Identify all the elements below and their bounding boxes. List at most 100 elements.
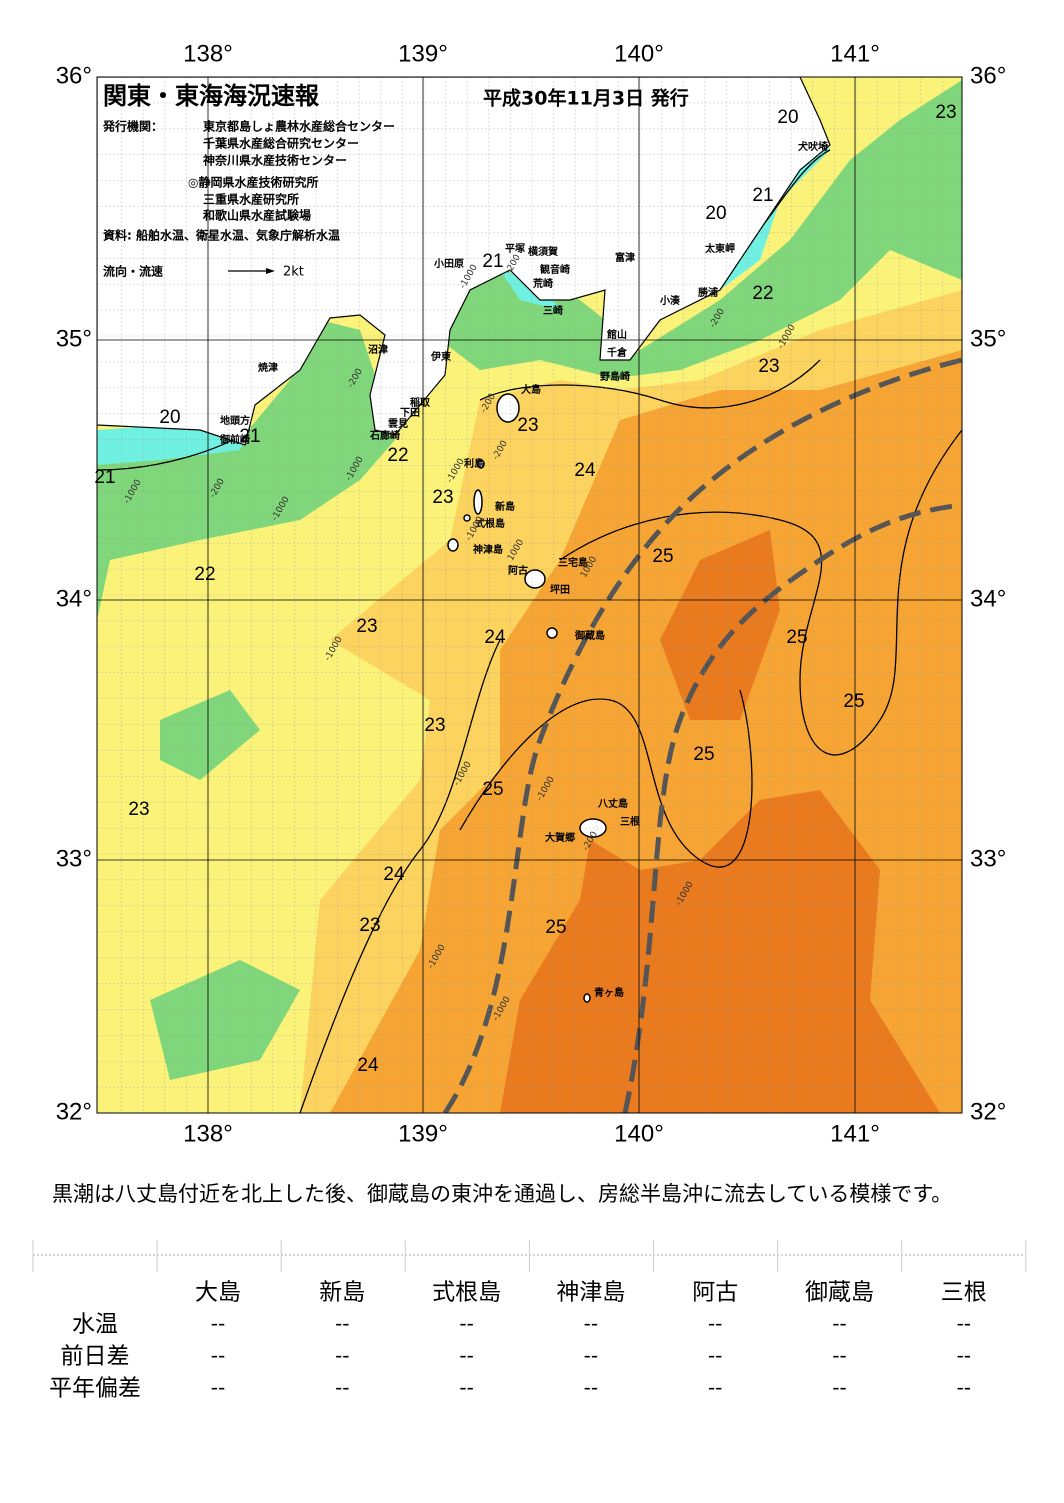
sea-temperature-map: 関東・東海海況速報 平成30年11月3日 発行 発行機関： 東京都島しょ農林水産…	[56, 40, 1007, 1147]
water-zone	[600, 80, 962, 380]
isotherm	[559, 429, 962, 756]
sources: 資料: 船舶水温、衛星水温、気象庁解析水温	[103, 228, 340, 243]
row-label: 水温	[72, 1312, 118, 1338]
column-header: 大島	[195, 1280, 241, 1306]
graticule	[97, 77, 962, 1113]
latitude-label: 33°	[970, 845, 1006, 872]
column-header: 阿古	[692, 1280, 738, 1306]
column-header: 御蔵島	[805, 1280, 874, 1306]
place-name: 雲見	[388, 418, 408, 430]
publisher-label: 発行機関：	[102, 119, 163, 134]
water-zone	[150, 960, 300, 1080]
place-name: 三根	[620, 815, 640, 828]
place-name: 小湊	[659, 294, 681, 307]
cell: --	[584, 1312, 598, 1336]
cell: --	[708, 1312, 722, 1336]
land	[97, 77, 831, 446]
kuroshio-line	[442, 357, 962, 1113]
latitude-label: 33°	[56, 845, 92, 872]
isotherm-label: 20	[705, 203, 726, 224]
cell: --	[584, 1376, 598, 1400]
longitude-label: 138°	[183, 40, 233, 67]
row-label: 平年偏差	[49, 1376, 141, 1402]
place-name: 三崎	[543, 304, 563, 317]
place-name: 下田	[400, 407, 420, 419]
cell: --	[335, 1376, 349, 1400]
cell: --	[459, 1344, 473, 1368]
place-name: 沼津	[368, 343, 388, 356]
island	[477, 459, 485, 469]
publisher: 東京都島しょ農林水産総合センター	[203, 119, 395, 134]
place-name: 富津	[615, 251, 635, 264]
isotherm-label: 23	[424, 715, 445, 736]
isotherm-label: 23	[935, 102, 956, 123]
row-label: 前日差	[61, 1344, 130, 1370]
latitude-label: 34°	[970, 585, 1006, 612]
publisher: 神奈川県水産技術センター	[203, 153, 347, 168]
isotherm-label: 21	[239, 426, 260, 447]
legend-speed: 2kt	[283, 265, 304, 280]
cell: --	[584, 1344, 598, 1368]
latitude-label: 36°	[56, 62, 92, 89]
cell: --	[708, 1344, 722, 1368]
isotherm-label: 25	[482, 779, 503, 800]
isotherm-label: 20	[777, 107, 798, 128]
place-name: 御前崎	[219, 433, 250, 446]
place-name: 地頭方	[220, 414, 250, 427]
isotherm-label: 24	[484, 627, 506, 648]
isotherm-label: 25	[786, 627, 807, 648]
place-name: 荒崎	[532, 277, 553, 290]
isotherm-label: 20	[159, 407, 180, 428]
place-name: 御蔵島	[574, 629, 605, 642]
isotherm-label: 25	[652, 546, 673, 567]
column-header: 新島	[319, 1280, 365, 1306]
cell: --	[211, 1376, 225, 1400]
isotherm-label: 23	[128, 799, 149, 820]
place-name: 千倉	[607, 346, 628, 359]
publisher: 和歌山県水産試験場	[202, 208, 311, 223]
issue-date: 平成30年11月3日 発行	[483, 87, 689, 110]
isotherm-label: 21	[94, 467, 115, 488]
place-name: 犬吠埼	[798, 140, 828, 153]
place-name: 横須賀	[528, 245, 558, 258]
isotherm-label: 23	[432, 487, 453, 508]
island	[463, 514, 471, 522]
place-name: 大賀郷	[545, 831, 575, 844]
island	[496, 393, 520, 423]
title: 関東・東海海況速報	[103, 82, 320, 110]
latitude-label: 32°	[56, 1098, 92, 1125]
isotherm-label: 22	[194, 564, 215, 585]
place-name: 観音崎	[540, 263, 570, 276]
cell: --	[832, 1344, 846, 1368]
place-name: 阿古	[508, 564, 528, 577]
water-zone	[97, 320, 395, 620]
map-area	[97, 77, 962, 1113]
column-header: 神津島	[556, 1280, 625, 1306]
cell: --	[459, 1376, 473, 1400]
longitude-label: 141°	[830, 1120, 880, 1147]
isotherm-label: 23	[356, 616, 377, 637]
isotherm	[299, 639, 501, 1113]
longitude-label: 139°	[398, 1120, 448, 1147]
isotherm-label: 22	[752, 283, 773, 304]
legend-label: 流向・流速	[103, 264, 163, 279]
place-name: 館山	[606, 328, 627, 341]
place-name: 三宅島	[558, 556, 588, 569]
place-name: 伊東	[430, 350, 451, 363]
latitude-label: 32°	[970, 1098, 1006, 1125]
cell: --	[832, 1376, 846, 1400]
place-name: 焼津	[258, 361, 278, 374]
isotherm-label: 23	[359, 915, 380, 936]
place-name: 新島	[495, 500, 515, 513]
place-name: 神津島	[473, 543, 503, 556]
publisher: 三重県水産研究所	[203, 192, 299, 207]
isotherm-label: 23	[758, 356, 779, 377]
cell: --	[957, 1376, 971, 1400]
island	[473, 489, 483, 515]
isotherm-label: 25	[843, 691, 864, 712]
isotherm	[459, 689, 753, 868]
longitude-label: 139°	[398, 40, 448, 67]
column-header: 三根	[941, 1280, 987, 1306]
place-name: 小田原	[433, 257, 464, 270]
